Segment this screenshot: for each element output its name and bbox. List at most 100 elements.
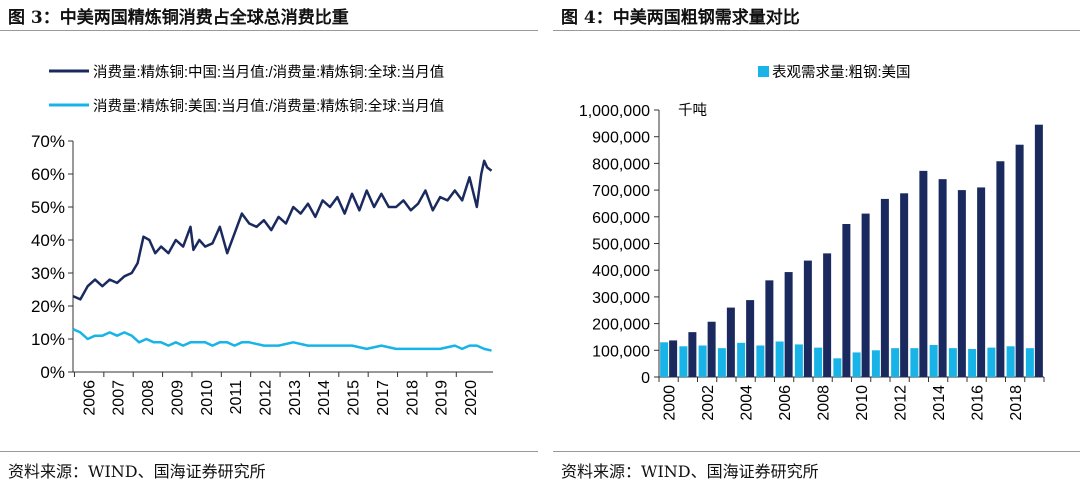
- bar-us-2016: [968, 348, 977, 377]
- bar-us-2014: [929, 344, 938, 377]
- x-tick-label: 2017: [375, 380, 392, 416]
- steel-demand-chart: 表观需求量:粗钢:美国 千吨 0 100,000 200,000 300,000 400…: [579, 64, 1045, 421]
- y-unit-label: 千吨: [678, 102, 707, 119]
- x-tick-label: 2009: [169, 380, 186, 416]
- bar-cn-2013: [919, 170, 928, 377]
- x-tick-label: 2014: [931, 385, 948, 421]
- legend-label-us-steel: 表观需求量:粗钢:美国: [772, 64, 911, 81]
- bar-cn-2006: [784, 272, 793, 377]
- x-tick-label: 2020: [463, 380, 480, 416]
- x-tick-label: 2008: [140, 380, 157, 416]
- x-tick-label: 2008: [816, 385, 833, 421]
- bar-us-2007: [794, 344, 803, 377]
- bar-us-2009: [833, 358, 842, 377]
- y-tick-label: 400,000: [592, 263, 650, 280]
- series-line-us: [72, 327, 492, 352]
- bar-us-2000: [660, 342, 669, 377]
- y-tick-label: 300,000: [592, 290, 650, 307]
- y-tick-label: 200,000: [592, 317, 650, 334]
- x-tick-label: 2015: [346, 380, 363, 416]
- right-source: 资料来源：WIND、国海证券研究所: [561, 462, 819, 481]
- x-tick-label: 2012: [893, 385, 910, 421]
- x-tick-label: 2018: [1008, 385, 1025, 421]
- series-line-china: [72, 159, 493, 301]
- y-tick-label: 0%: [40, 363, 65, 382]
- y-tick-label: 600,000: [592, 210, 650, 227]
- x-tick-label: 2011: [228, 380, 245, 415]
- plot-area: [660, 124, 1043, 377]
- right-title-rule: [553, 30, 1080, 31]
- copper-share-chart: 消费量:精炼铜:中国:当月值:/消费量:精炼铜:全球:当月值 消费量:精炼铜:美…: [31, 63, 493, 416]
- y-tick-label: 30%: [31, 264, 65, 283]
- x-tick-label: 2016: [970, 385, 987, 421]
- bar-cn-2001: [688, 332, 697, 377]
- left-bottom-rule: [0, 451, 538, 452]
- bar-cn-2008: [823, 253, 832, 377]
- bar-us-2018: [1006, 346, 1015, 377]
- x-tick-label: 2019: [434, 380, 451, 416]
- y-tick-label: 900,000: [592, 130, 650, 147]
- bar-us-2005: [756, 345, 765, 377]
- x-tick-label: 2013: [287, 380, 304, 416]
- legend: 消费量:精炼铜:中国:当月值:/消费量:精炼铜:全球:当月值 消费量:精炼铜:美…: [49, 63, 444, 115]
- y-tick-label: 40%: [31, 231, 65, 250]
- bar-us-2008: [814, 347, 823, 377]
- y-tick-label: 0: [641, 370, 650, 387]
- bar-cn-2011: [880, 198, 889, 377]
- bar-cn-2010: [861, 213, 870, 377]
- x-tick-label: 2006: [81, 380, 98, 416]
- x-tick-label: 2002: [700, 385, 717, 421]
- y-tick-label: 100,000: [592, 343, 650, 360]
- bar-us-2003: [717, 348, 726, 377]
- bar-cn-2000: [669, 340, 678, 377]
- x-tick-label: 2014: [316, 380, 333, 416]
- bar-cn-2014: [938, 179, 947, 377]
- left-source: 资料来源：WIND、国海证券研究所: [8, 462, 266, 481]
- x-tick-label: 2004: [739, 385, 756, 421]
- y-tick-label: 70%: [31, 132, 65, 151]
- legend: 表观需求量:粗钢:美国: [758, 64, 911, 81]
- bar-cn-2004: [746, 300, 755, 377]
- y-tick-label: 700,000: [592, 183, 650, 200]
- legend-swatch-us-steel: [758, 66, 769, 77]
- x-tick-label: 2000: [662, 385, 679, 421]
- bar-us-2019: [1025, 348, 1034, 377]
- right-bottom-rule: [553, 451, 1080, 452]
- x-tick-label: 2007: [111, 380, 128, 416]
- y-tick-label: 500,000: [592, 237, 650, 254]
- y-tick-label: 10%: [31, 330, 65, 349]
- bar-us-2001: [679, 346, 688, 377]
- bar-cn-2007: [803, 260, 812, 377]
- left-panel-title: 图 3：中美两国精炼铜消费占全球总消费比重: [8, 8, 349, 28]
- y-tick-label: 60%: [31, 165, 65, 184]
- bar-cn-2003: [726, 307, 735, 377]
- axes: 0% 10% 20% 30% 40% 50% 60% 70% 2006 2007 2008 2009 2…: [31, 132, 493, 416]
- bar-us-2015: [948, 348, 957, 377]
- x-tick-label: 2018: [404, 380, 421, 416]
- y-tick-label: 50%: [31, 198, 65, 217]
- left-title-rule: [0, 30, 538, 31]
- bar-cn-2002: [707, 321, 716, 377]
- bar-cn-2005: [765, 280, 774, 377]
- bar-cn-2017: [996, 161, 1005, 377]
- bar-us-2006: [775, 341, 784, 377]
- legend-label-us: 消费量:精炼铜:美国:当月值:/消费量:精炼铜:全球:当月值: [93, 97, 444, 115]
- x-tick-label: 2006: [777, 385, 794, 421]
- bar-cn-2009: [842, 224, 851, 377]
- bar-us-2010: [852, 352, 861, 377]
- axes: 0 100,000 200,000 300,000 400,000 500,000 600,…: [579, 103, 1045, 421]
- plot-area: [72, 159, 493, 352]
- bar-us-2013: [910, 348, 919, 377]
- bar-us-2011: [871, 350, 880, 377]
- bar-cn-2018: [1015, 144, 1024, 377]
- y-tick-label: 800,000: [592, 156, 650, 173]
- legend-label-china: 消费量:精炼铜:中国:当月值:/消费量:精炼铜:全球:当月值: [93, 63, 444, 81]
- bar-us-2017: [987, 347, 996, 377]
- y-tick-label: 1,000,000: [579, 103, 650, 120]
- bar-cn-2015: [957, 190, 966, 377]
- bar-us-2004: [737, 342, 746, 377]
- x-tick-label: 2010: [199, 380, 216, 416]
- bar-cn-2016: [977, 187, 986, 377]
- bar-cn-2012: [900, 193, 909, 377]
- bar-us-2012: [891, 348, 900, 377]
